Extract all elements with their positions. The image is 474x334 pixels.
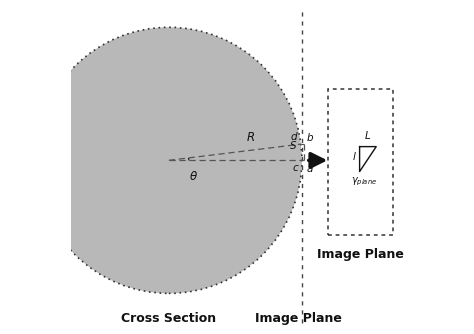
Text: R: R [246, 131, 255, 144]
Text: b: b [306, 133, 313, 143]
Text: Cross Section: Cross Section [121, 312, 216, 325]
Text: S: S [290, 141, 297, 151]
Text: c: c [292, 163, 298, 173]
Text: L: L [365, 131, 371, 141]
Text: θ: θ [190, 170, 197, 183]
Text: l: l [353, 152, 356, 162]
Bar [328, 89, 393, 235]
Text: d: d [290, 132, 297, 142]
Circle shape [36, 27, 302, 293]
Text: $\gamma_{plane}$: $\gamma_{plane}$ [351, 176, 378, 188]
Text: a: a [306, 164, 312, 174]
Text: Image Plane: Image Plane [255, 312, 342, 325]
Text: Image Plane: Image Plane [318, 248, 404, 262]
